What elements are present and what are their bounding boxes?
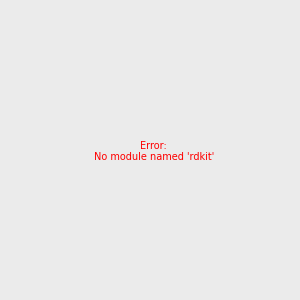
Text: Error:
No module named 'rdkit': Error: No module named 'rdkit': [94, 141, 214, 162]
